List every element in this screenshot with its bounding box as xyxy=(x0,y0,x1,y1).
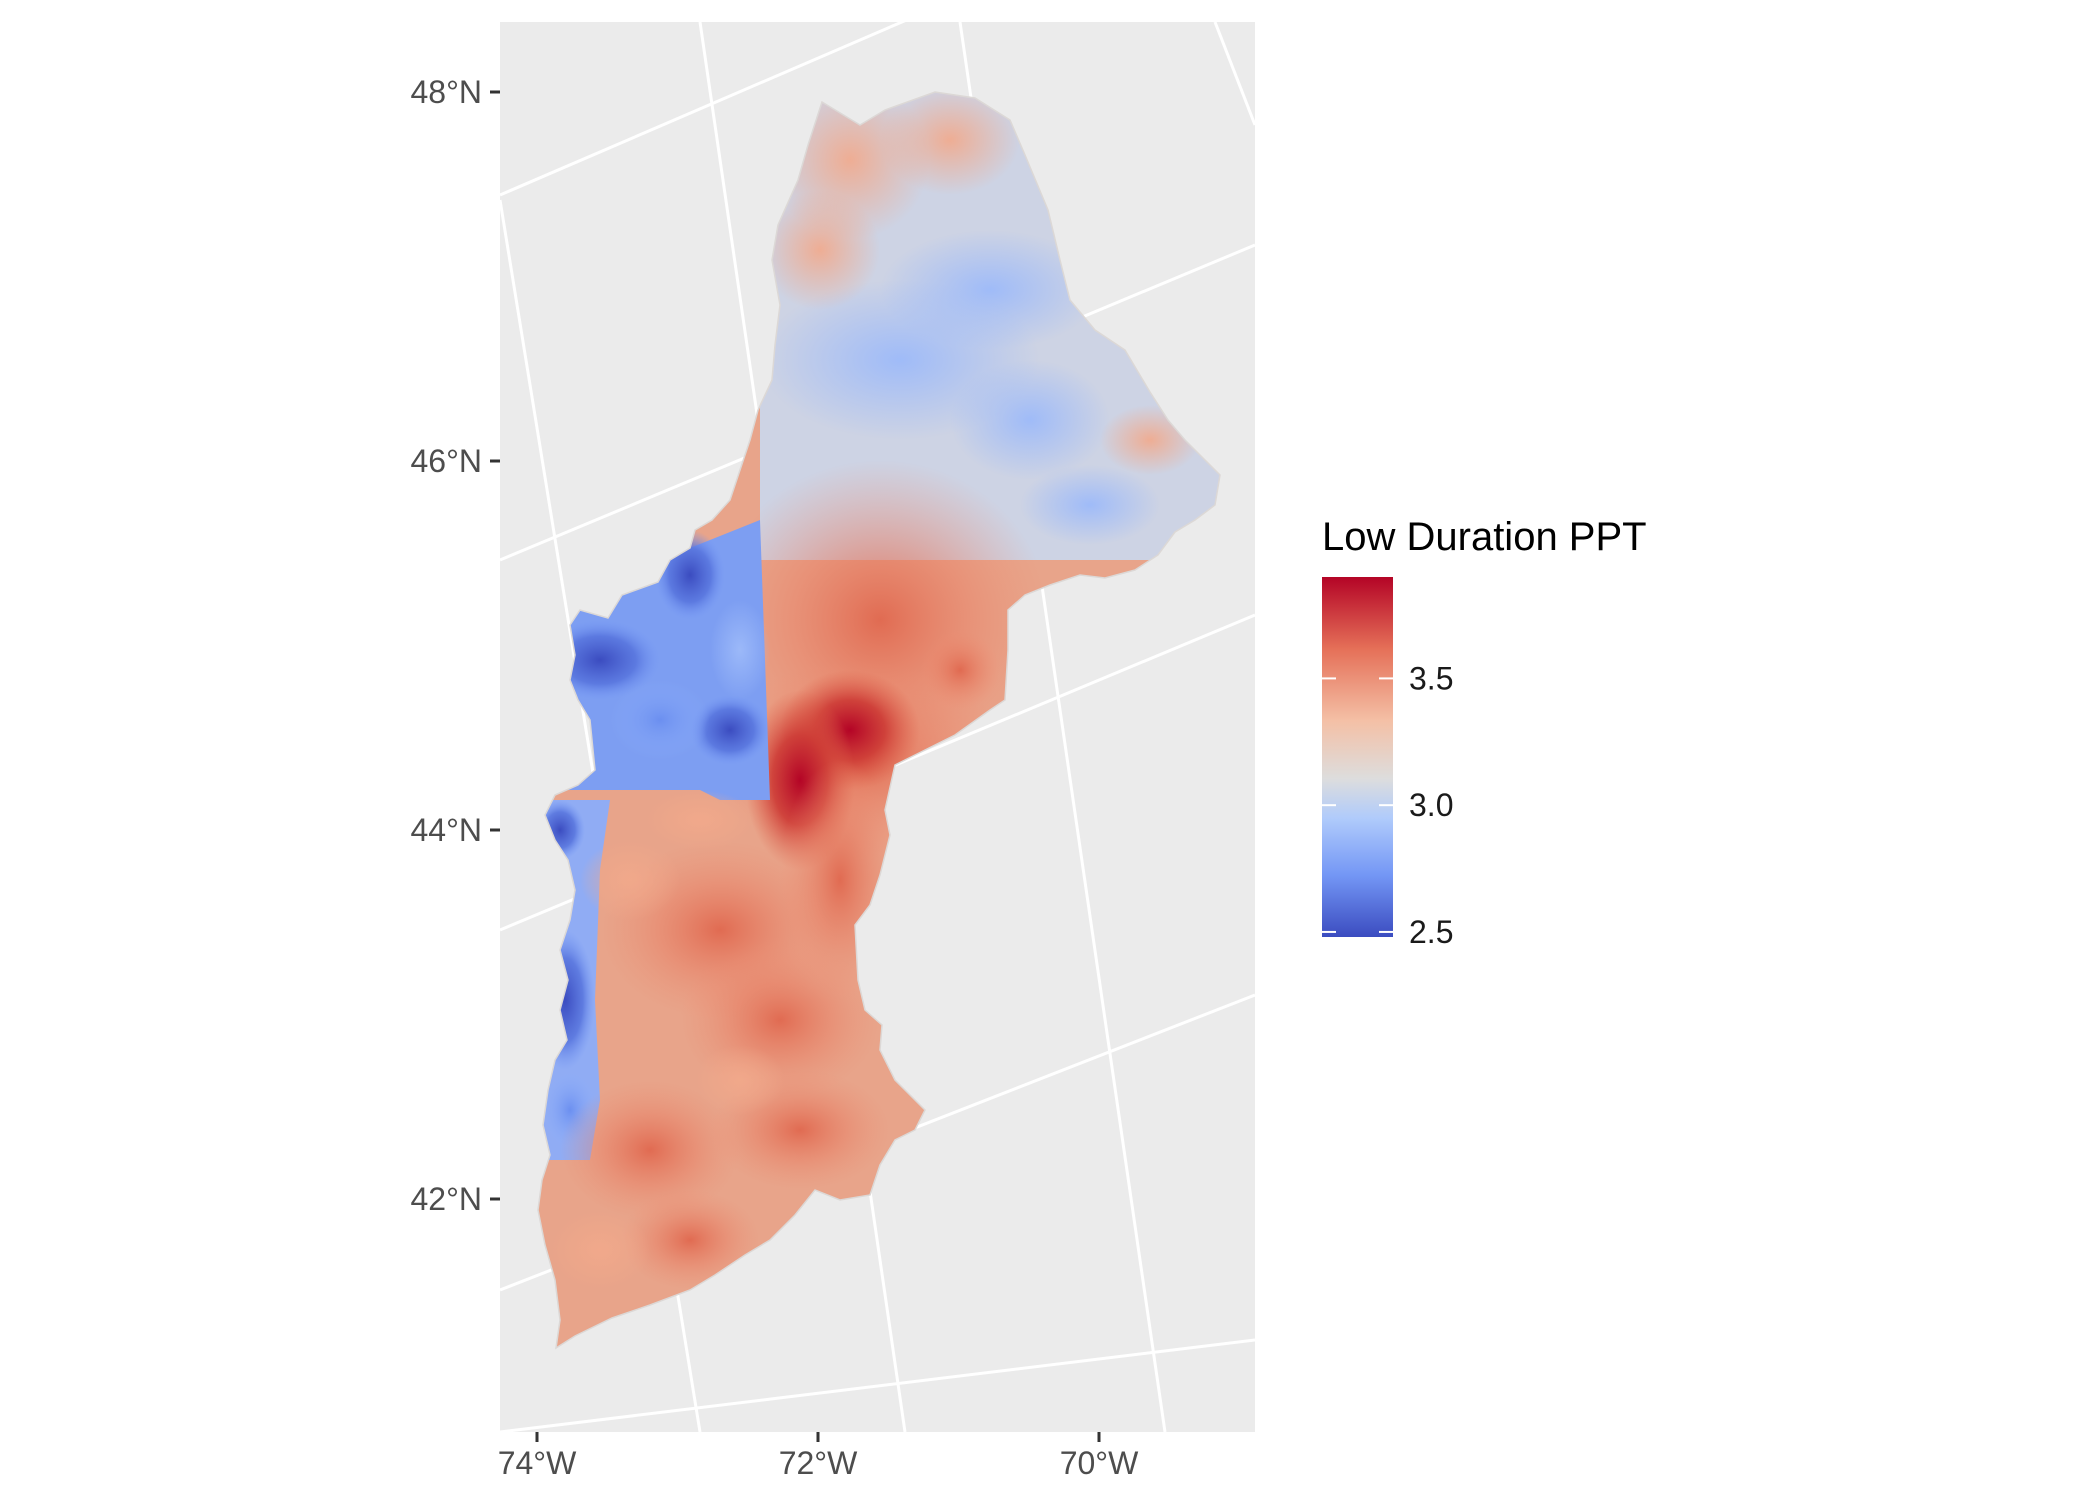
y-tick-label: 46°N xyxy=(411,443,483,479)
x-tick-label: 72°W xyxy=(779,1445,858,1481)
x-tick-label: 74°W xyxy=(498,1445,577,1481)
blue-patch xyxy=(710,600,770,700)
graticule-line xyxy=(500,1338,1255,1432)
salmon-patch xyxy=(580,840,680,920)
legend-tick-label: 2.5 xyxy=(1409,914,1453,950)
x-tick-label: 70°W xyxy=(1060,1445,1139,1481)
legend-colorbar xyxy=(1322,577,1393,937)
red-patch xyxy=(560,1080,740,1220)
blue-patch xyxy=(610,680,710,760)
salmon-patch xyxy=(695,1045,785,1115)
legend-title: Low Duration PPT xyxy=(1322,515,1647,559)
x-axis: 74°W 72°W 70°W xyxy=(498,1432,1139,1481)
salmon-patch xyxy=(645,790,755,850)
legend-tick-label: 3.0 xyxy=(1409,787,1453,823)
legend: Low Duration PPT 3.5 3.0 2.5 xyxy=(1322,515,1647,950)
salmon-patch xyxy=(760,190,880,310)
y-tick-label: 48°N xyxy=(411,74,483,110)
graticule-line xyxy=(1213,22,1255,126)
blue-patch xyxy=(950,360,1110,480)
y-tick-label: 42°N xyxy=(411,1181,483,1217)
salmon-patch xyxy=(880,92,1020,195)
legend-tick-label: 3.5 xyxy=(1409,660,1453,696)
blue-patch xyxy=(1020,465,1160,545)
deep-blue-patch xyxy=(690,695,770,765)
salmon-patch xyxy=(550,1210,650,1290)
red-patch xyxy=(620,1190,760,1290)
y-tick-label: 44°N xyxy=(411,812,483,848)
red-patch xyxy=(920,630,1000,710)
y-axis: 48°N 46°N 44°N 42°N xyxy=(411,74,500,1217)
graticule-line xyxy=(500,22,906,197)
